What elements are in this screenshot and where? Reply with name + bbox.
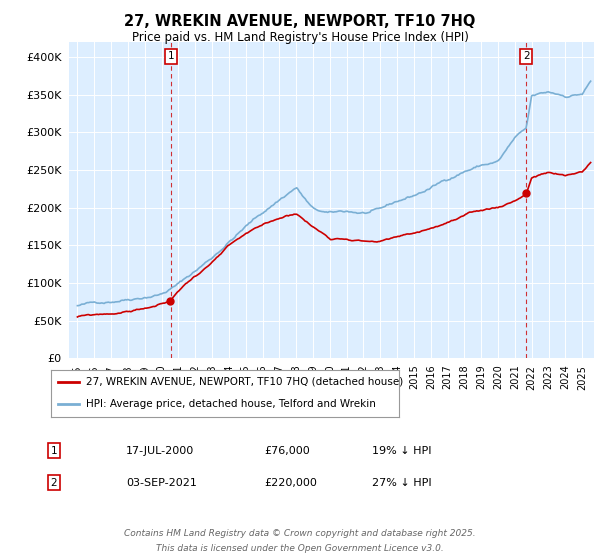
Text: 27, WREKIN AVENUE, NEWPORT, TF10 7HQ: 27, WREKIN AVENUE, NEWPORT, TF10 7HQ [124, 14, 476, 29]
Text: 1: 1 [50, 446, 58, 456]
Text: 17-JUL-2000: 17-JUL-2000 [126, 446, 194, 456]
Text: £220,000: £220,000 [264, 478, 317, 488]
Text: £76,000: £76,000 [264, 446, 310, 456]
Text: This data is licensed under the Open Government Licence v3.0.: This data is licensed under the Open Gov… [156, 544, 444, 553]
Text: HPI: Average price, detached house, Telford and Wrekin: HPI: Average price, detached house, Telf… [86, 399, 376, 409]
Text: 2: 2 [50, 478, 58, 488]
Text: 27% ↓ HPI: 27% ↓ HPI [372, 478, 431, 488]
Text: 27, WREKIN AVENUE, NEWPORT, TF10 7HQ (detached house): 27, WREKIN AVENUE, NEWPORT, TF10 7HQ (de… [86, 376, 403, 386]
Text: 19% ↓ HPI: 19% ↓ HPI [372, 446, 431, 456]
Text: Price paid vs. HM Land Registry's House Price Index (HPI): Price paid vs. HM Land Registry's House … [131, 31, 469, 44]
Text: 1: 1 [167, 51, 174, 61]
Text: Contains HM Land Registry data © Crown copyright and database right 2025.: Contains HM Land Registry data © Crown c… [124, 529, 476, 538]
Text: 03-SEP-2021: 03-SEP-2021 [126, 478, 197, 488]
Text: 2: 2 [523, 51, 530, 61]
